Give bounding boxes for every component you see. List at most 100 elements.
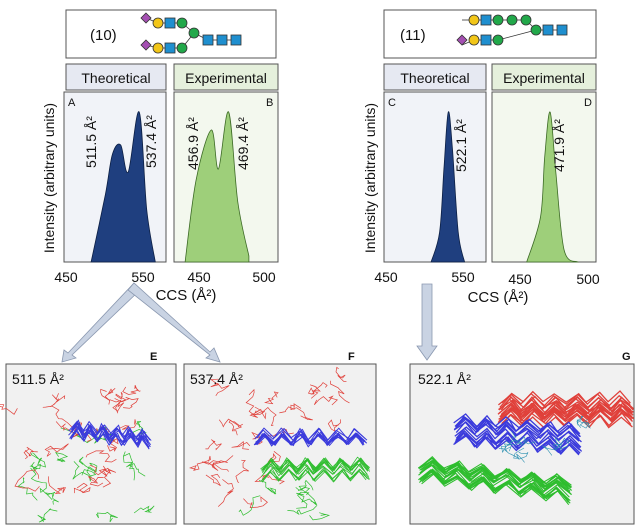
molecule-strand (205, 439, 222, 451)
molecule-strand (264, 391, 279, 405)
molecule-strand (37, 508, 58, 523)
molecule-strand (499, 395, 634, 410)
structure-number-11: (11) (400, 27, 426, 44)
molecule-strand (69, 428, 150, 450)
molecule-strand (114, 396, 139, 409)
molecule-strand (0, 404, 18, 415)
molecule-strand (132, 421, 147, 438)
molecule-strand (123, 451, 136, 481)
molecule-strand (210, 455, 234, 472)
peak-area-C (430, 111, 466, 263)
molecule-strand (327, 419, 341, 432)
molecule-strand (501, 442, 522, 453)
molecule-strand (497, 392, 631, 407)
molecule-strand (516, 452, 529, 463)
molecule-strand (189, 455, 211, 471)
peak-area-A (90, 111, 156, 263)
molecule-strand (296, 491, 310, 509)
panel-letter-C: C (388, 97, 396, 109)
molecule-render-G (418, 390, 635, 506)
molecule-strand (115, 391, 127, 414)
structure-panel-F (183, 363, 377, 525)
peak-label-A2: 537.4 Å² (143, 115, 159, 168)
glycan-icon-11 (456, 14, 568, 46)
peak-area-D (526, 111, 580, 263)
tick-B-450: 450 (187, 269, 211, 285)
molecule-strand (420, 464, 571, 494)
molecule-strand (262, 458, 370, 473)
molecule-strand (30, 467, 53, 500)
molecule-strand (420, 461, 573, 491)
peak-label-B1: 456.9 Å² (185, 117, 201, 170)
molecule-strand (108, 399, 125, 412)
molecule-strand (253, 432, 368, 447)
arrows (61, 282, 438, 363)
tick-D-450: 450 (508, 271, 532, 287)
panel-letter-A: A (68, 97, 76, 109)
molecule-strand (542, 437, 561, 456)
molecule-strand (249, 408, 265, 418)
tick-A-550: 550 (131, 269, 155, 285)
molecule-strand (78, 456, 98, 473)
molecule-strand (47, 476, 66, 494)
molecule-strand (85, 450, 117, 463)
structure-label-E: 511.5 Å² (12, 371, 64, 387)
molecule-strand (421, 473, 570, 506)
molecule-strand (100, 388, 116, 401)
molecule-strand (107, 437, 119, 452)
header-C: Theoretical (400, 70, 469, 86)
panel-letter-B: B (266, 97, 273, 109)
molecule-strand (418, 469, 570, 501)
molecule-strand (205, 473, 221, 486)
molecule-strand (262, 468, 370, 481)
molecule-strand (553, 437, 570, 450)
molecule-strand (254, 473, 285, 485)
molecule-strand (260, 463, 370, 477)
molecule-strand (70, 426, 150, 448)
molecule-strand (263, 457, 370, 471)
molecule-strand (44, 492, 59, 505)
glycan-icon-10 (140, 12, 242, 54)
molecule-strand (231, 441, 251, 450)
molecule-strand (122, 385, 141, 395)
molecule-strand (260, 459, 371, 474)
molecule-strand (501, 390, 631, 404)
plot-C (383, 91, 487, 263)
header-B: Experimental (185, 70, 267, 86)
molecule-strand (335, 366, 347, 383)
peak-label-D1: 471.9 Å² (551, 119, 567, 172)
molecule-strand (453, 434, 580, 456)
structure-label-F: 537.4 Å² (190, 371, 243, 387)
header-box-B (173, 63, 279, 91)
molecule-strand (296, 492, 317, 505)
structure-label-G: 522.1 Å² (418, 371, 471, 387)
molecule-strand (228, 419, 243, 436)
arrow-to-F (127, 282, 221, 363)
y-axis-label-left: Intensity (arbitrary units) (41, 103, 57, 253)
molecule-strand (118, 419, 137, 432)
molecule-strand (453, 433, 580, 455)
tick-D-500: 500 (576, 271, 600, 287)
molecule-strand (330, 380, 350, 404)
molecule-strand (454, 431, 583, 452)
molecule-strand (68, 425, 152, 446)
peak-area-B (184, 111, 250, 263)
molecule-strand (255, 430, 366, 445)
molecule-strand (498, 447, 525, 459)
molecule-strand (133, 505, 155, 514)
structure-panel-G (409, 363, 635, 525)
molecule-strand (44, 443, 69, 457)
molecule-strand (30, 452, 46, 468)
molecule-strand (123, 452, 146, 477)
molecule-strand (290, 404, 313, 421)
molecule-strand (309, 512, 331, 521)
molecule-strand (279, 403, 302, 414)
molecule-strand (72, 461, 89, 480)
panel-letter-E: E (150, 351, 157, 363)
molecule-strand (287, 504, 318, 516)
arrow-to-G (416, 283, 438, 361)
molecule-strand (209, 378, 230, 396)
molecule-strand (498, 399, 632, 414)
header-box-A (65, 63, 167, 91)
